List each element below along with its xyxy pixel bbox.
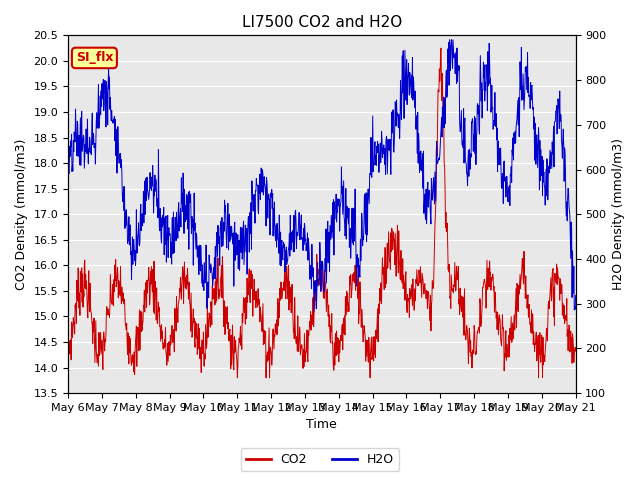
H2O [445, 37, 453, 43]
Line: H2O: H2O [68, 40, 575, 312]
Title: LI7500 CO2 and H2O: LI7500 CO2 and H2O [242, 15, 402, 30]
Y-axis label: H2O Density (mmol/m3): H2O Density (mmol/m3) [612, 138, 625, 290]
CO2 [234, 375, 241, 381]
Y-axis label: CO2 Density (mmol/m3): CO2 Density (mmol/m3) [15, 139, 28, 290]
H2O [120, 184, 127, 190]
CO2 [120, 297, 127, 302]
CO2 [437, 45, 445, 51]
H2O [572, 293, 579, 299]
H2O [143, 174, 151, 180]
CO2 [373, 317, 381, 323]
H2O [514, 97, 522, 103]
H2O [461, 115, 468, 121]
X-axis label: Time: Time [307, 419, 337, 432]
Text: SI_flx: SI_flx [76, 51, 113, 64]
H2O [373, 150, 381, 156]
Line: CO2: CO2 [68, 48, 575, 378]
H2O [310, 309, 318, 314]
H2O [515, 122, 522, 128]
CO2 [515, 309, 522, 314]
CO2 [143, 277, 151, 283]
CO2 [572, 348, 579, 354]
Legend: CO2, H2O: CO2, H2O [241, 448, 399, 471]
CO2 [64, 325, 72, 331]
CO2 [514, 306, 522, 312]
CO2 [461, 327, 468, 333]
H2O [64, 187, 72, 193]
